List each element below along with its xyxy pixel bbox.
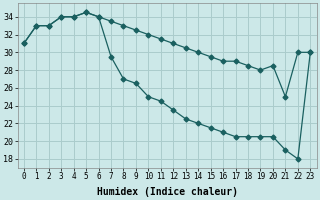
X-axis label: Humidex (Indice chaleur): Humidex (Indice chaleur) <box>97 186 237 197</box>
